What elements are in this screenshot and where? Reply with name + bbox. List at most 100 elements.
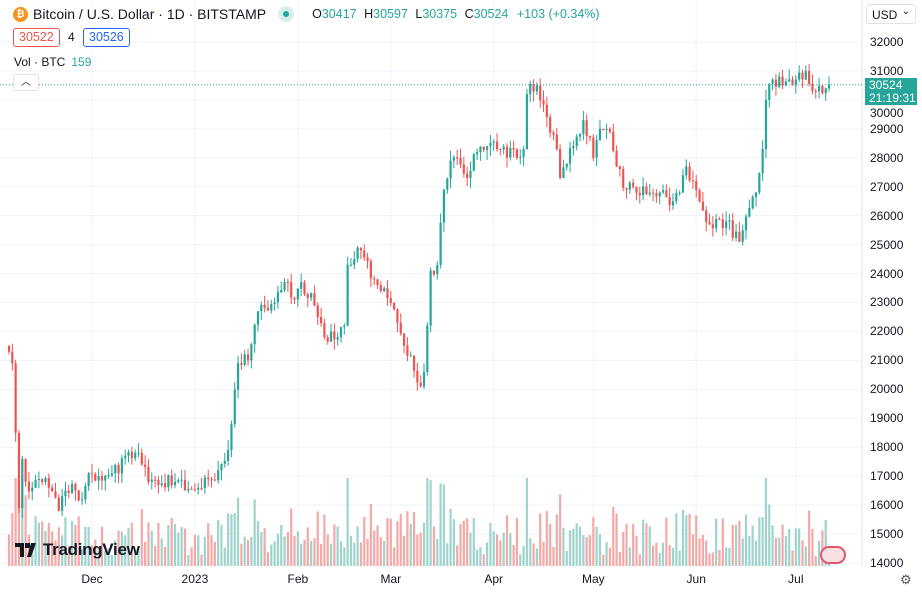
- volume-bar: [439, 483, 442, 566]
- candle-body: [635, 186, 638, 193]
- volume-bar: [300, 543, 303, 566]
- volume-bar: [87, 527, 90, 566]
- candle-body: [811, 83, 814, 91]
- volume-bar: [144, 541, 147, 566]
- bitcoin-icon: ₿: [13, 6, 28, 22]
- volume-bar: [44, 530, 47, 566]
- symbol-title[interactable]: Bitcoin / U.S. Dollar · 1D · BITSTAMP: [33, 6, 267, 22]
- volume-bar: [476, 549, 479, 566]
- volume-bar: [615, 513, 618, 566]
- candle-body: [236, 363, 240, 390]
- volume-bar: [183, 528, 187, 566]
- buy-price-button[interactable]: 30526: [83, 28, 130, 47]
- candle-body: [691, 180, 695, 182]
- volume-bar: [622, 531, 625, 566]
- volume-bar: [678, 550, 681, 566]
- volume-bar: [223, 547, 226, 566]
- candle-body: [731, 220, 734, 238]
- volume-bar: [711, 552, 714, 566]
- candle-body: [243, 354, 246, 365]
- volume-bar: [502, 532, 505, 566]
- volume-bar: [74, 524, 77, 566]
- volume-bar: [319, 543, 323, 566]
- price-tick-label: 32000: [870, 35, 904, 49]
- volume-bar: [552, 546, 555, 566]
- time-tick-label: Feb: [287, 572, 309, 586]
- candle-body: [738, 231, 741, 242]
- currency-select[interactable]: USD ⌄: [866, 4, 916, 24]
- candle-body: [821, 85, 824, 94]
- candle-body: [366, 257, 369, 262]
- volume-bar: [363, 516, 366, 566]
- candle-body: [306, 294, 309, 298]
- collapse-legend-button[interactable]: ︿: [13, 74, 39, 91]
- volume-bar: [263, 528, 266, 566]
- candle-body: [761, 149, 764, 174]
- candle-body: [469, 170, 472, 179]
- volume-legend: Vol · BTC 159: [14, 55, 92, 69]
- volume-bar: [366, 538, 369, 566]
- candle-body: [715, 219, 718, 229]
- candle-body: [519, 156, 522, 158]
- candle-body: [67, 490, 70, 493]
- volume-bar: [645, 523, 648, 566]
- volume-bar: [708, 553, 711, 566]
- candle-body: [578, 133, 582, 137]
- price-tick-label: 28000: [870, 150, 904, 165]
- market-status-icon[interactable]: [278, 6, 295, 22]
- candle-body: [263, 304, 266, 308]
- volume-bar: [618, 552, 621, 566]
- volume-bar: [383, 540, 386, 566]
- volume-bar: [177, 532, 180, 566]
- candle-body: [824, 88, 827, 94]
- tradingview-logo[interactable]: TradingView: [15, 540, 140, 560]
- candle-body: [37, 479, 40, 481]
- volume-bar: [734, 524, 738, 566]
- candle-body: [791, 79, 794, 86]
- candle-body: [648, 192, 651, 195]
- events-icon[interactable]: [820, 546, 846, 564]
- volume-bar: [94, 539, 97, 566]
- volume-bar: [784, 536, 787, 566]
- price-tick-label: 25000: [870, 237, 904, 252]
- volume-bar: [336, 526, 339, 566]
- volume-bar: [595, 526, 598, 566]
- candle-body: [173, 481, 177, 486]
- price-tick-label: 14000: [870, 555, 904, 570]
- spread-value: 4: [68, 30, 75, 44]
- volume-bar: [505, 515, 509, 566]
- volume-bar: [575, 523, 578, 566]
- volume-bar: [250, 536, 253, 566]
- volume-bar: [519, 554, 522, 566]
- candle-body: [409, 355, 412, 357]
- candle-body: [319, 316, 323, 324]
- candle-body: [814, 90, 817, 92]
- volume-bar: [386, 517, 389, 566]
- candle-body: [575, 136, 578, 147]
- candle-body: [84, 486, 87, 500]
- volume-bar: [588, 535, 592, 566]
- volume-bar: [353, 542, 356, 566]
- volume-bar: [824, 520, 827, 566]
- candle-body: [233, 389, 236, 425]
- candle-body: [426, 325, 429, 372]
- volume-bar: [648, 526, 651, 566]
- candle-body: [449, 160, 452, 179]
- candle-body: [44, 478, 47, 482]
- candle-body: [827, 84, 831, 89]
- volume-bar: [17, 478, 21, 566]
- candle-body: [612, 131, 615, 151]
- volume-bar: [525, 478, 529, 566]
- volume-bar: [582, 535, 585, 566]
- volume-bar: [718, 549, 721, 566]
- candle-body: [379, 285, 382, 292]
- candle-body: [565, 163, 568, 168]
- volume-bar: [495, 534, 499, 566]
- volume-bar: [585, 537, 588, 566]
- sell-price-button[interactable]: 30522: [13, 28, 60, 47]
- settings-gear-icon[interactable]: ⚙: [900, 572, 912, 587]
- candle-body: [41, 479, 44, 482]
- volume-bar: [200, 554, 203, 566]
- candle-body: [270, 304, 273, 311]
